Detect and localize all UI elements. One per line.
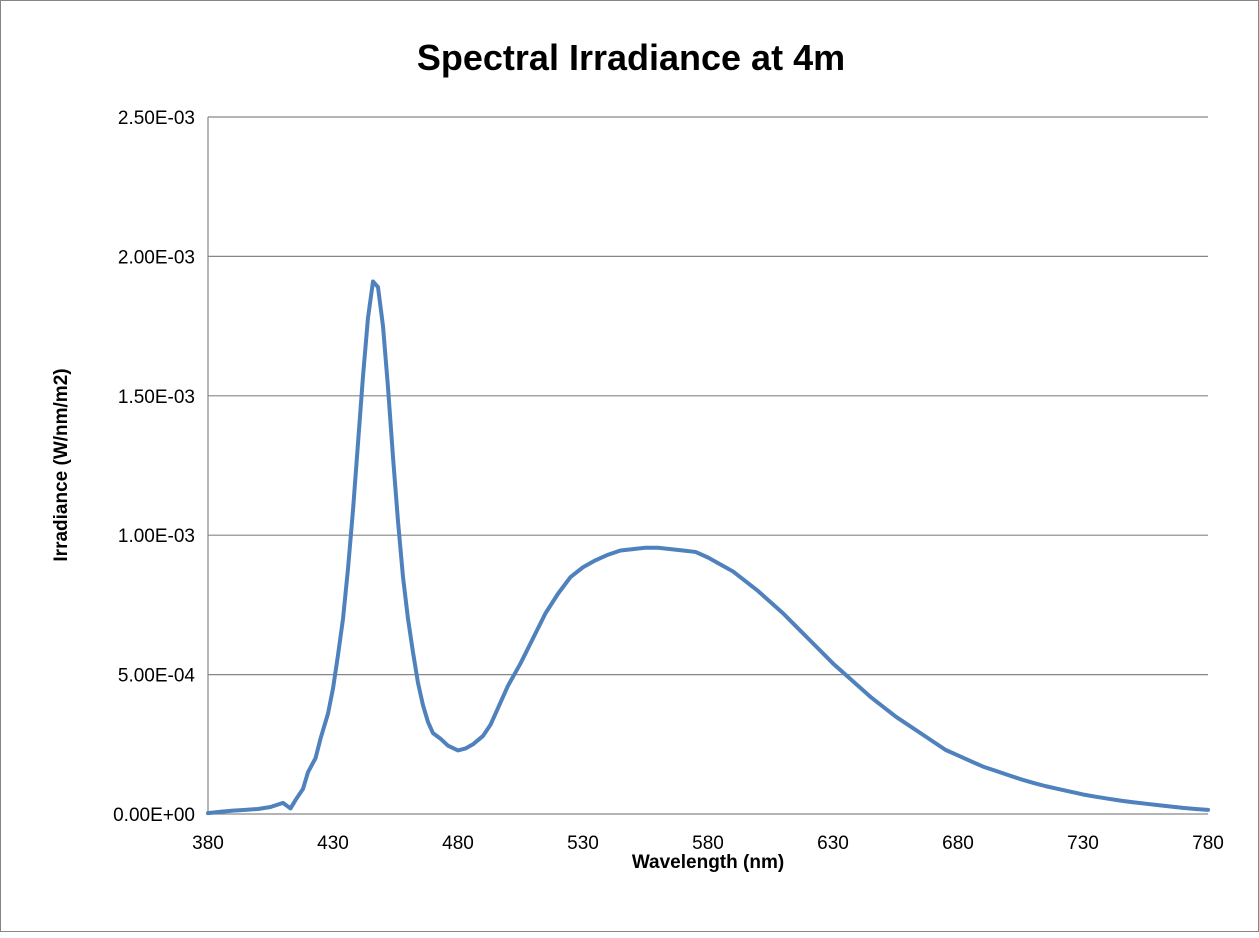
x-tick-label: 480 (442, 833, 474, 854)
x-axis-title: Wavelength (nm) (632, 852, 784, 873)
x-tick-label: 530 (567, 833, 599, 854)
y-tick-label: 5.00E-04 (118, 666, 196, 687)
x-tick-label: 580 (692, 833, 724, 854)
x-tick-label: 430 (317, 833, 349, 854)
y-axis-title: Irradiance (W/nm/m2) (51, 368, 72, 561)
x-tick-label: 630 (817, 833, 849, 854)
gridlines (208, 116, 1208, 676)
y-tick-label: 1.50E-03 (118, 387, 195, 408)
chart-title: Spectral Irradiance at 4m (417, 37, 845, 78)
y-tick-label: 1.00E-03 (118, 526, 195, 547)
x-tick-label: 730 (1067, 833, 1099, 854)
x-tick-label: 680 (942, 833, 974, 854)
y-tick-label: 0.00E+00 (113, 805, 195, 826)
y-tick-label: 2.50E-03 (118, 108, 195, 129)
x-tick-label: 780 (1192, 833, 1224, 854)
x-axis-ticks: 380 430 480 530 580 630 680 730 780 (192, 833, 1224, 854)
series-group (206, 279, 1210, 816)
x-tick-label: 380 (192, 833, 224, 854)
series-line (206, 279, 1210, 816)
y-tick-label: 2.00E-03 (118, 247, 195, 268)
y-axis-ticks: 0.00E+00 5.00E-04 1.00E-03 1.50E-03 2.00E-03… (113, 108, 195, 826)
